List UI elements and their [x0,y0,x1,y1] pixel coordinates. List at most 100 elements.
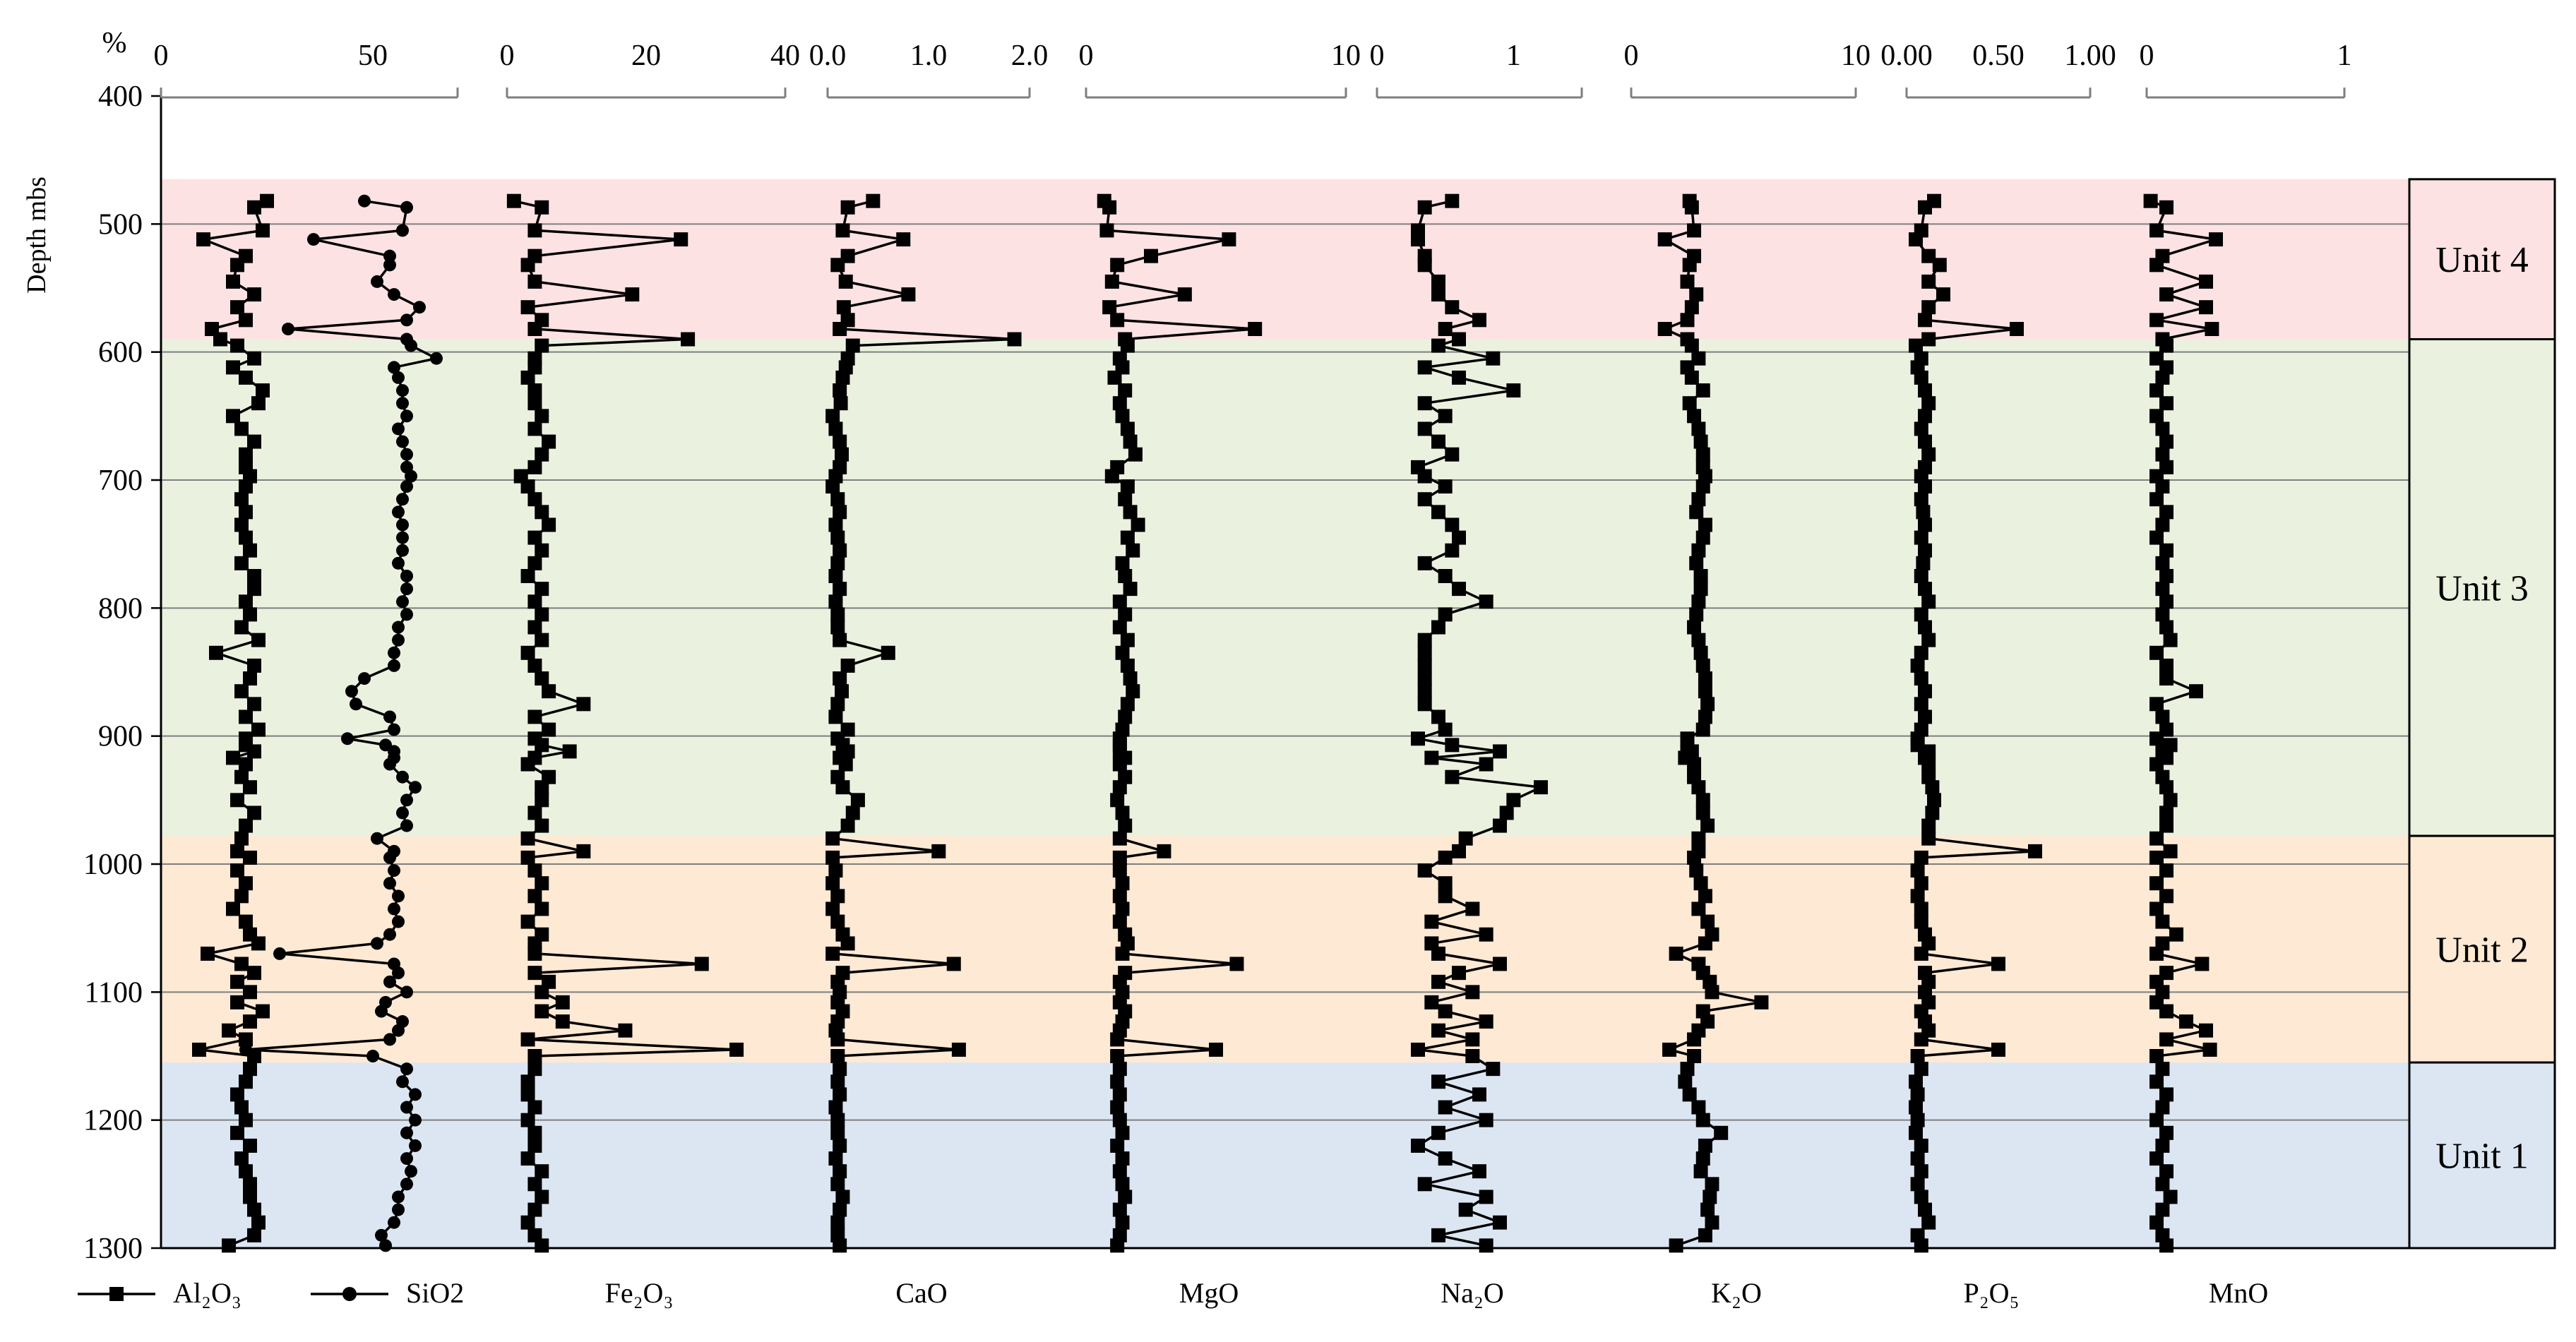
data-point [251,396,266,411]
data-point [409,1088,422,1101]
data-point [2149,645,2164,660]
data-point [1431,505,1445,520]
data-point [2159,569,2174,583]
data-point [239,709,253,724]
data-point [396,397,409,410]
data-point [520,258,535,272]
data-point [830,914,845,929]
data-point [527,530,542,545]
data-point [835,370,850,385]
data-point [243,780,257,795]
data-point [1115,901,1130,916]
data-point [226,409,240,424]
data-point [209,645,223,660]
data-point [1438,569,1453,583]
data-point [1431,1125,1445,1140]
data-point [1431,1228,1445,1242]
data-point [830,697,845,712]
data-point [830,1215,845,1230]
data-point [230,1087,244,1102]
data-point [400,582,413,596]
data-point [1102,200,1117,215]
data-point [256,1004,270,1019]
data-point [234,517,249,532]
data-point [1120,338,1135,353]
unit-box-2 [2408,338,2556,837]
data-point [396,435,409,448]
data-point [535,818,549,833]
x-tick-label: 20 [631,40,661,72]
legend-marker [109,1287,124,1301]
data-point [1909,1074,1923,1089]
data-point [307,233,320,246]
data-point [830,607,845,622]
data-point [1120,421,1135,436]
data-point [1921,633,1936,647]
data-point [375,1005,388,1018]
data-point [251,633,266,647]
data-point [535,738,549,753]
data-point [1693,645,1708,660]
data-point [1493,818,1507,833]
x-tick-label: 2.0 [1011,40,1049,72]
data-point [2155,1202,2170,1217]
data-point [400,1062,413,1076]
y-tick-label: 800 [98,592,143,625]
data-point [239,479,253,494]
data-point [243,1190,257,1204]
data-point [239,757,253,772]
data-point [392,966,405,980]
data-point [2159,505,2174,520]
data-point [2155,1138,2170,1153]
data-point [1452,966,1466,981]
data-point [239,594,253,609]
legend-marker [342,1287,357,1301]
data-point [1914,1164,1928,1179]
data-point [388,723,400,736]
data-point [2149,383,2164,398]
data-point [1657,232,1672,247]
data-point [1120,530,1135,545]
data-point [2159,200,2174,215]
data-point [1695,1113,1710,1127]
data-point [396,770,409,784]
data-point [2159,780,2174,795]
data-point [1445,543,1460,558]
y-tick-label: 1300 [83,1233,143,1265]
data-point [840,200,855,215]
data-point [830,889,845,904]
data-point [1099,223,1114,238]
data-point [1693,582,1708,597]
data-point [833,1238,847,1253]
data-point [1698,671,1712,686]
data-point [527,460,542,474]
data-point [520,479,535,494]
data-point [833,671,847,686]
legend-entry: Al₂O₃ [78,1277,242,1309]
data-point [2149,850,2164,865]
data-point [520,914,535,929]
data-point [681,332,696,347]
data-point [405,1165,417,1178]
data-point [1991,1042,2005,1057]
data-point [251,722,266,737]
data-point [1682,258,1697,272]
data-point [234,620,249,635]
data-point [535,607,549,622]
data-point [388,902,400,916]
data-point [527,274,542,289]
data-point [1424,914,1439,929]
data-point [694,957,709,971]
data-point [1115,1151,1130,1166]
data-point [1499,805,1514,820]
data-point [1431,338,1445,353]
unit-label: Unit 2 [2435,930,2528,971]
data-point [1112,396,1127,411]
data-point [2195,957,2210,971]
data-point [830,556,845,570]
data-point [234,831,249,846]
unit-band-1 [161,179,2409,340]
data-point [1417,645,1432,660]
unit-label: Unit 3 [2435,568,2528,609]
